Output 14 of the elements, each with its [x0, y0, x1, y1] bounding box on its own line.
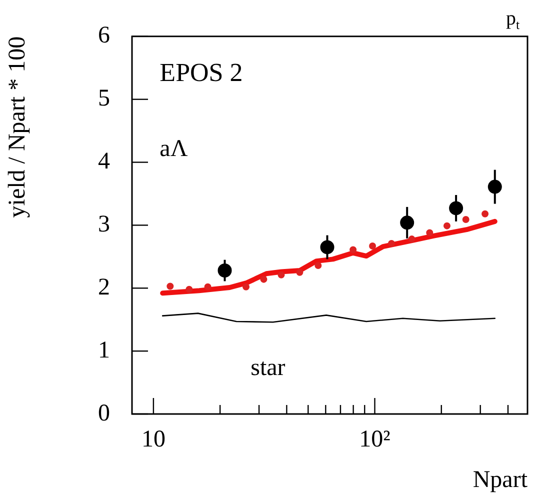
annotation: aΛ — [160, 136, 188, 162]
annotation: star — [250, 354, 286, 381]
x-tick-label: 10² — [359, 426, 390, 453]
y-tick-label: 6 — [98, 22, 110, 49]
y-tick-label: 5 — [98, 86, 110, 112]
x-tick-label: 10 — [141, 426, 166, 453]
y-tick-label: 2 — [98, 274, 110, 300]
y-tick-label: 0 — [98, 400, 110, 426]
annotation: EPOS 2 — [160, 58, 243, 87]
y-tick-label: 1 — [98, 337, 110, 364]
y-axis-title: yield / Npart * 100 — [4, 36, 31, 218]
x-axis-title: Npart — [472, 466, 528, 493]
y-tick-label: 3 — [98, 211, 110, 238]
y-tick-label: 4 — [98, 148, 110, 175]
